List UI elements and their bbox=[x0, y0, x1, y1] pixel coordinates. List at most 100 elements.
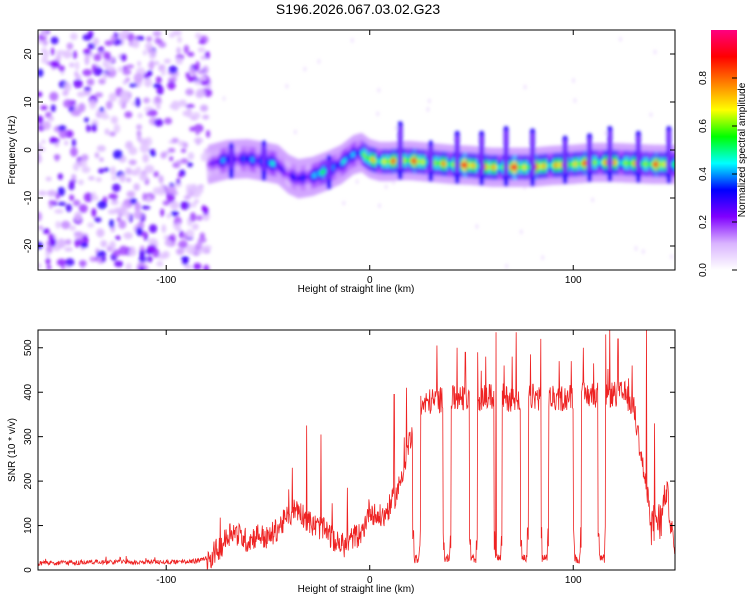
noise-speckle bbox=[164, 117, 173, 125]
noise-speckle bbox=[376, 111, 380, 117]
noise-speckle bbox=[153, 170, 159, 178]
noise-speckle bbox=[66, 42, 74, 50]
noise-speckle bbox=[183, 257, 188, 263]
noise-speckle bbox=[99, 157, 104, 162]
noise-speckle bbox=[163, 235, 169, 240]
noise-speckle bbox=[194, 199, 200, 204]
noise-speckle bbox=[303, 66, 307, 72]
noise-speckle bbox=[137, 35, 145, 41]
noise-speckle bbox=[85, 124, 91, 133]
noise-speckle bbox=[58, 128, 68, 139]
noise-speckle bbox=[50, 47, 55, 56]
noise-speckle bbox=[63, 81, 72, 92]
spectral-spike-core bbox=[637, 135, 640, 174]
noise-speckle bbox=[634, 245, 638, 251]
noise-speckle bbox=[113, 207, 124, 214]
noise-speckle bbox=[77, 160, 88, 168]
colorbar-tick-label: 0.0 bbox=[698, 263, 709, 277]
noise-speckle bbox=[201, 245, 210, 254]
colorbar-label: Normalized spectral amplitude bbox=[737, 82, 748, 217]
noise-speckle bbox=[123, 232, 133, 240]
noise-speckle bbox=[161, 67, 166, 77]
noise-speckle bbox=[109, 219, 115, 228]
noise-speckle bbox=[133, 183, 140, 191]
noise-speckle bbox=[206, 84, 212, 90]
noise-speckle bbox=[78, 204, 88, 213]
noise-speckle bbox=[50, 36, 59, 45]
noise-speckle bbox=[199, 104, 209, 112]
noise-speckle bbox=[198, 185, 204, 194]
noise-speckle bbox=[169, 103, 177, 110]
noise-speckle bbox=[101, 114, 110, 120]
noise-speckle bbox=[189, 212, 197, 222]
noise-speckle bbox=[105, 100, 113, 110]
ridge-cell bbox=[672, 161, 675, 168]
snr-ylabel: SNR (10 * v/v) bbox=[7, 418, 18, 482]
noise-speckle bbox=[190, 185, 198, 193]
noise-speckle bbox=[195, 127, 200, 136]
noise-speckle bbox=[110, 166, 116, 176]
spectrogram-xtick-label: 100 bbox=[565, 275, 582, 286]
noise-speckle bbox=[50, 60, 60, 69]
noise-speckle bbox=[100, 240, 108, 248]
noise-speckle bbox=[160, 182, 165, 193]
noise-speckle bbox=[126, 177, 131, 183]
noise-speckle bbox=[108, 209, 115, 215]
noise-speckle bbox=[118, 174, 127, 183]
noise-speckle bbox=[41, 30, 47, 38]
noise-speckle bbox=[148, 224, 158, 234]
noise-speckle bbox=[72, 199, 81, 207]
noise-speckle bbox=[76, 91, 86, 98]
noise-speckle bbox=[138, 255, 147, 263]
noise-speckle bbox=[91, 207, 97, 218]
noise-speckle bbox=[65, 238, 72, 246]
spectrogram-blur-layer bbox=[38, 30, 675, 270]
noise-speckle bbox=[38, 91, 43, 98]
noise-speckle bbox=[112, 149, 123, 160]
noise-speckle bbox=[38, 262, 42, 269]
noise-speckle bbox=[120, 90, 130, 100]
colorbar: 0.0 0.2 0.4 0.6 0.8 Normalized spectral ampl… bbox=[698, 30, 748, 277]
noise-speckle bbox=[185, 72, 191, 79]
noise-speckle bbox=[355, 179, 359, 185]
noise-speckle bbox=[38, 241, 44, 250]
noise-speckle bbox=[104, 128, 110, 135]
spectral-spike-core bbox=[230, 147, 233, 170]
noise-speckle bbox=[74, 211, 82, 222]
noise-speckle bbox=[42, 120, 51, 131]
noise-speckle bbox=[203, 264, 210, 270]
noise-speckle bbox=[68, 182, 75, 191]
noise-speckle bbox=[74, 61, 80, 71]
noise-speckle bbox=[183, 195, 191, 200]
noise-speckle bbox=[185, 103, 195, 109]
noise-speckle bbox=[137, 113, 143, 119]
snr-xtick-label: 0 bbox=[367, 575, 373, 586]
noise-speckle bbox=[45, 257, 51, 265]
noise-speckle bbox=[152, 30, 162, 37]
noise-speckle bbox=[122, 68, 132, 76]
noise-speckle bbox=[65, 203, 72, 213]
noise-speckle bbox=[185, 229, 195, 238]
noise-speckle bbox=[350, 37, 354, 43]
noise-speckle bbox=[128, 83, 138, 88]
noise-speckle bbox=[175, 248, 184, 256]
noise-speckle bbox=[649, 112, 653, 118]
spectral-spike-core bbox=[327, 159, 331, 180]
noise-speckle bbox=[167, 77, 177, 82]
noise-speckle bbox=[80, 242, 89, 249]
noise-speckle bbox=[180, 201, 190, 210]
noise-speckle bbox=[92, 37, 100, 46]
noise-speckle bbox=[109, 131, 116, 137]
noise-speckle bbox=[142, 153, 150, 163]
noise-speckle bbox=[38, 115, 44, 125]
noise-speckle bbox=[166, 213, 172, 219]
noise-speckle bbox=[111, 175, 118, 181]
noise-speckle bbox=[96, 145, 106, 152]
noise-speckle bbox=[591, 197, 595, 203]
snr-ytick-label: 400 bbox=[23, 383, 34, 400]
spectral-spike-core bbox=[504, 130, 508, 177]
noise-speckle bbox=[163, 58, 171, 64]
noise-speckle bbox=[38, 225, 44, 231]
